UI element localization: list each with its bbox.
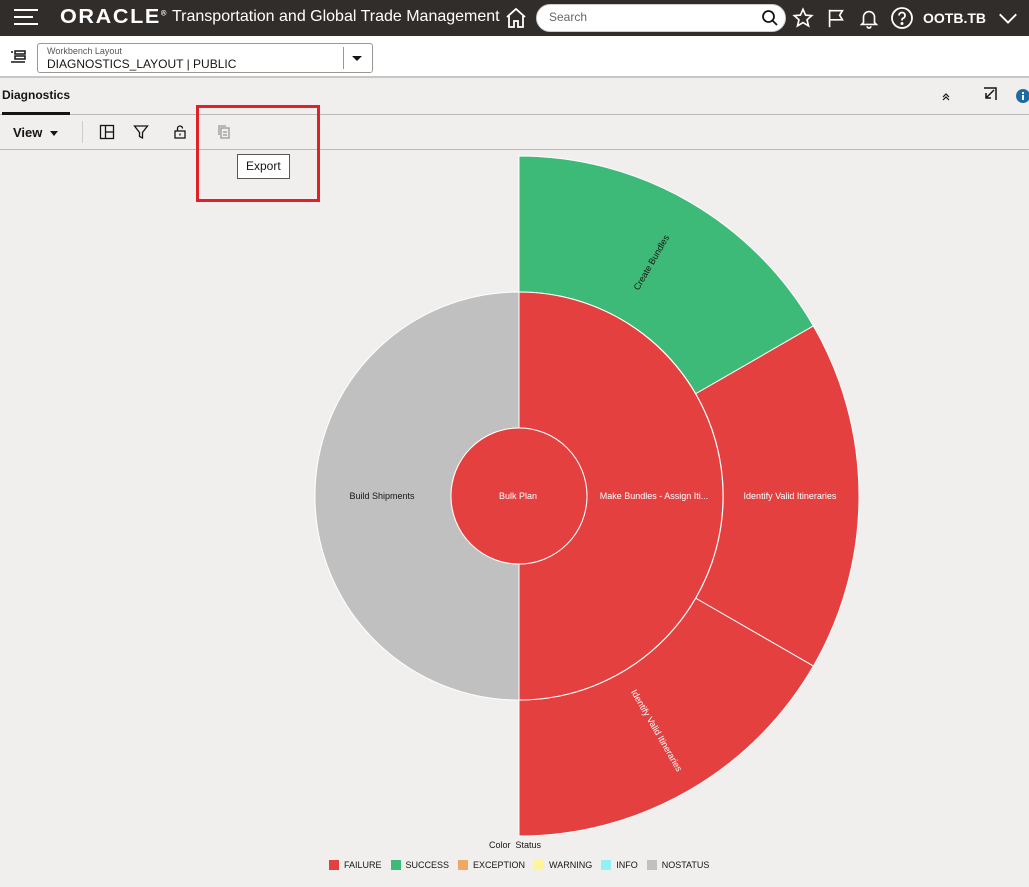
workbench-layout-value: DIAGNOSTICS_LAYOUT | PUBLIC	[47, 57, 237, 71]
pop-out-icon[interactable]	[982, 86, 998, 107]
export-tooltip: Export	[237, 154, 290, 179]
workbench-layout-select[interactable]: Workbench Layout DIAGNOSTICS_LAYOUT | PU…	[37, 43, 373, 73]
info-icon[interactable]	[1016, 89, 1029, 108]
export-icon[interactable]	[214, 122, 234, 142]
legend-label: EXCEPTION	[473, 860, 526, 870]
legend-item-exception[interactable]: EXCEPTION	[458, 860, 525, 870]
legend-item-success[interactable]: SUCCESS	[390, 860, 450, 870]
toolbar-divider	[82, 121, 83, 143]
sunburst-chart: Bulk Plan Make Bundles - Assign Iti... B…	[314, 155, 860, 837]
legend-label: WARNING	[549, 860, 593, 870]
search-box	[536, 4, 786, 32]
chart-legend: FAILURE SUCCESS EXCEPTION WARNING INFO N…	[329, 860, 718, 870]
oracle-logo: ORACLE®	[60, 6, 167, 28]
view-dropdown-icon	[50, 131, 59, 137]
legend-swatch	[390, 860, 401, 870]
legend-item-info[interactable]: INFO	[601, 860, 638, 870]
legend-label: NOSTATUS	[661, 860, 710, 870]
favorites-star-icon[interactable]	[789, 4, 817, 32]
user-name[interactable]: OOTB.TB	[923, 10, 986, 26]
search-icon[interactable]	[761, 9, 779, 32]
panel-header: Diagnostics	[0, 80, 1029, 115]
hamburger-menu-icon[interactable]	[14, 9, 38, 27]
sunburst-label-make-bundles: Make Bundles - Assign Iti...	[600, 491, 709, 501]
unlock-icon[interactable]	[170, 122, 190, 142]
view-menu-label: View	[13, 125, 43, 140]
workbench-layout-label: Workbench Layout	[47, 46, 122, 56]
select-divider	[343, 47, 344, 69]
top-navigation-bar: ORACLE® Transportation and Global Trade …	[0, 0, 1029, 36]
legend-swatch	[329, 860, 339, 870]
legend-label: FAILURE	[344, 860, 382, 870]
legend-subtitle: Status	[515, 840, 542, 850]
view-menu-button[interactable]: View	[13, 125, 59, 140]
sunburst-label-bulk-plan: Bulk Plan	[499, 491, 537, 501]
legend-swatch	[646, 860, 657, 870]
legend-title-label: Color	[489, 840, 511, 850]
sunburst-segment-bulk-plan[interactable]	[450, 427, 588, 565]
legend-item-warning[interactable]: WARNING	[534, 860, 592, 870]
workbench-layout-bar: Workbench Layout DIAGNOSTICS_LAYOUT | PU…	[0, 36, 1029, 78]
flag-icon[interactable]	[822, 4, 850, 32]
legend-swatch	[534, 860, 545, 870]
sunburst-label-build-shipments: Build Shipments	[349, 491, 415, 501]
search-input[interactable]	[549, 10, 749, 24]
panel-title[interactable]: Diagnostics	[2, 88, 71, 115]
legend-label: SUCCESS	[405, 860, 450, 870]
legend-swatch	[458, 860, 469, 870]
legend-item-nostatus[interactable]: NOSTATUS	[646, 860, 710, 870]
user-menu-chevron-down-icon[interactable]	[994, 4, 1022, 32]
dropdown-arrow-icon[interactable]	[352, 56, 362, 61]
legend-label: INFO	[616, 860, 638, 870]
brand-name: ORACLE	[60, 6, 161, 28]
help-icon[interactable]	[888, 4, 916, 32]
legend-swatch	[601, 860, 612, 870]
legend-item-failure[interactable]: FAILURE	[329, 860, 382, 870]
app-title: Transportation and Global Trade Manageme…	[172, 8, 500, 25]
export-highlight-box	[196, 105, 320, 202]
filter-icon[interactable]	[131, 122, 151, 142]
legend-title: Color Status	[489, 840, 541, 850]
layout-panel-icon[interactable]	[97, 122, 117, 142]
sunburst-label-identify-valid-itineraries-1: Identify Valid Itineraries	[744, 491, 837, 501]
layout-list-icon[interactable]	[10, 50, 26, 69]
collapse-chevrons-up-icon[interactable]	[941, 89, 951, 107]
chart-toolbar: View	[0, 115, 1029, 150]
home-icon[interactable]	[502, 4, 530, 32]
notifications-bell-icon[interactable]	[855, 4, 883, 32]
